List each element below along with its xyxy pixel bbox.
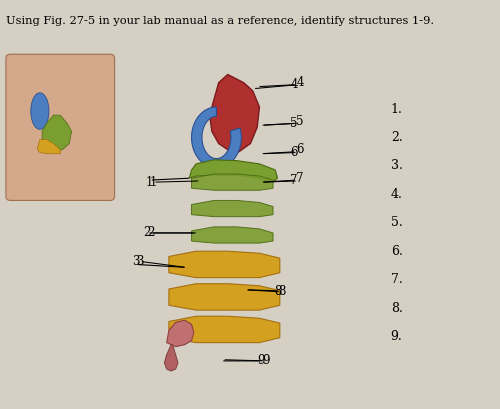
Text: 5: 5 bbox=[290, 117, 298, 130]
FancyBboxPatch shape bbox=[6, 54, 114, 200]
Polygon shape bbox=[192, 227, 273, 243]
Polygon shape bbox=[169, 251, 280, 278]
Polygon shape bbox=[192, 107, 242, 168]
Text: 5: 5 bbox=[296, 115, 304, 128]
Text: 2: 2 bbox=[144, 227, 151, 239]
Text: 8: 8 bbox=[274, 285, 281, 298]
Text: 3: 3 bbox=[136, 255, 143, 268]
Polygon shape bbox=[169, 284, 280, 310]
Text: 7: 7 bbox=[296, 172, 304, 184]
Text: 2: 2 bbox=[147, 227, 154, 239]
Text: Using Fig. 27-5 in your lab manual as a reference, identify structures 1-9.: Using Fig. 27-5 in your lab manual as a … bbox=[6, 16, 434, 26]
Polygon shape bbox=[190, 160, 278, 182]
Text: 4: 4 bbox=[296, 76, 304, 89]
Text: 9: 9 bbox=[262, 354, 270, 367]
Polygon shape bbox=[192, 200, 273, 217]
Text: 6: 6 bbox=[290, 146, 298, 159]
Text: 8.: 8. bbox=[390, 301, 402, 315]
Polygon shape bbox=[210, 74, 260, 152]
Polygon shape bbox=[38, 139, 60, 154]
Text: 7.: 7. bbox=[390, 273, 402, 286]
Text: 9: 9 bbox=[258, 354, 265, 367]
Ellipse shape bbox=[31, 93, 49, 129]
Text: 5.: 5. bbox=[390, 216, 402, 229]
Text: 2.: 2. bbox=[390, 131, 402, 144]
Text: 6: 6 bbox=[296, 143, 304, 156]
Polygon shape bbox=[192, 174, 273, 190]
Text: 7: 7 bbox=[290, 175, 298, 187]
Polygon shape bbox=[169, 316, 280, 343]
Text: 4: 4 bbox=[290, 78, 298, 91]
Text: 4.: 4. bbox=[390, 188, 402, 201]
Text: 1: 1 bbox=[150, 175, 156, 189]
Text: 9.: 9. bbox=[390, 330, 402, 343]
Polygon shape bbox=[192, 253, 273, 270]
Text: 8: 8 bbox=[278, 285, 286, 298]
Text: 1.: 1. bbox=[390, 103, 402, 115]
Polygon shape bbox=[42, 115, 72, 152]
Text: 1: 1 bbox=[146, 175, 153, 189]
Text: 3.: 3. bbox=[390, 160, 402, 173]
Text: 3: 3 bbox=[132, 255, 140, 268]
Polygon shape bbox=[166, 320, 194, 347]
Text: 6.: 6. bbox=[390, 245, 402, 258]
Polygon shape bbox=[164, 345, 178, 371]
